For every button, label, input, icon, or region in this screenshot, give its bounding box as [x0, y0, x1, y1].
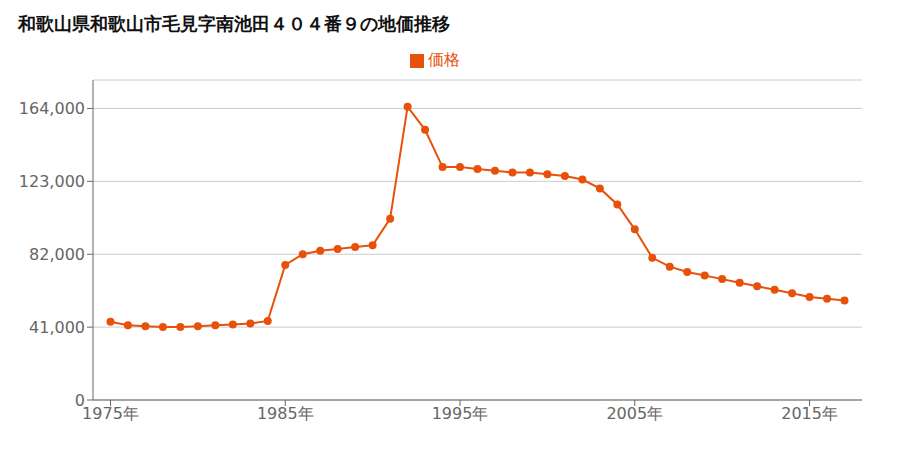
svg-text:1985年: 1985年: [257, 404, 314, 423]
svg-text:0: 0: [75, 391, 85, 410]
svg-text:164,000: 164,000: [19, 99, 85, 118]
svg-text:2015年: 2015年: [781, 404, 838, 423]
svg-text:1975年: 1975年: [82, 404, 139, 423]
svg-text:82,000: 82,000: [29, 245, 85, 264]
svg-text:41,000: 41,000: [29, 318, 85, 337]
svg-text:1995年: 1995年: [432, 404, 489, 423]
html-text:和歌山県和歌山市毛見字南池田４０４番９の地価推移: 和歌山県和歌山市毛見字南池田４０４番９の地価推移: [18, 13, 450, 34]
html-text:価格: 価格: [428, 50, 460, 69]
svg-text:123,000: 123,000: [19, 172, 85, 191]
svg-text:2005年: 2005年: [606, 404, 663, 423]
